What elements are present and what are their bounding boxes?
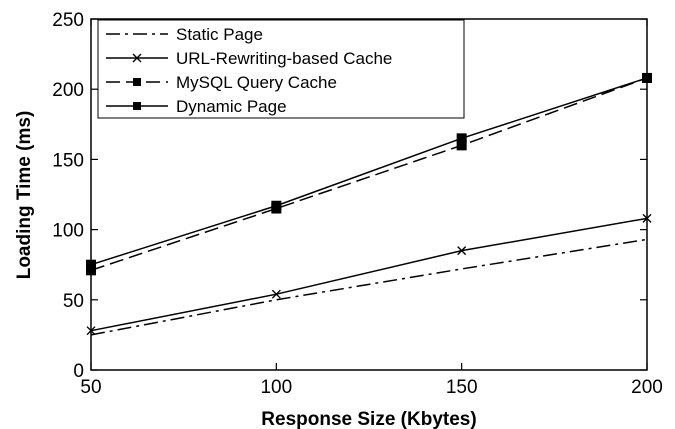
y-tick-label: 250: [52, 10, 84, 31]
square-marker: [133, 102, 141, 110]
legend-label: MySQL Query Cache: [176, 73, 337, 92]
x-tick-label: 150: [446, 377, 478, 398]
x-tick-label: 100: [260, 377, 292, 398]
series-1: [86, 213, 652, 336]
series-3: [86, 72, 652, 270]
series-layer: [86, 72, 652, 336]
square-marker: [642, 72, 652, 83]
y-tick-label: 200: [52, 80, 84, 101]
square-marker: [86, 265, 96, 276]
series-0: [90, 238, 648, 336]
x-marker: [457, 246, 467, 256]
x-tick-label: 50: [80, 377, 101, 398]
x-marker: [271, 289, 281, 299]
y-tick-label: 50: [63, 291, 84, 312]
legend-label: URL-Rewriting-based Cache: [176, 49, 392, 68]
series-line: [90, 77, 648, 266]
x-tick-label: 200: [631, 377, 663, 398]
plot-frame: [90, 18, 648, 371]
square-marker: [456, 140, 467, 151]
series-line: [90, 238, 648, 336]
series-line: [90, 217, 648, 332]
y-tick-label: 0: [73, 361, 84, 382]
square-marker: [86, 259, 96, 270]
y-axis-title: Loading Time (ms): [14, 111, 35, 280]
series-line: [90, 77, 648, 272]
square-marker: [271, 200, 282, 211]
legend-label: Dynamic Page: [176, 97, 287, 116]
square-marker: [456, 133, 467, 144]
y-tick-label: 150: [52, 150, 84, 171]
x-marker: [86, 326, 96, 336]
legend-entry: Static Page: [106, 25, 263, 44]
y-tick-label: 100: [52, 221, 84, 242]
legend-entry: Dynamic Page: [106, 97, 287, 116]
legend-entry: URL-Rewriting-based Cache: [106, 49, 392, 68]
x-axis-title: Response Size (Kbytes): [261, 409, 476, 429]
x-marker: [642, 213, 652, 223]
legend-label: Static Page: [176, 25, 263, 44]
legend-box: [97, 19, 465, 119]
legend: Static Page URL-Rewriting-based Cache MySQ…: [97, 19, 465, 119]
x-marker: [132, 53, 142, 63]
legend-entry: MySQL Query Cache: [106, 73, 337, 92]
square-marker: [133, 78, 141, 86]
